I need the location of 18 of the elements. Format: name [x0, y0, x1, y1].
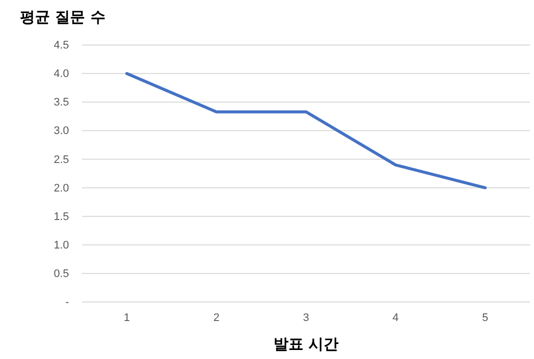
y-axis-title: 평균 질문 수 [20, 8, 106, 26]
y-tick-label: 1.0 [54, 239, 69, 252]
y-tick-label: - [65, 296, 70, 309]
y-tick-label: 3.0 [54, 125, 69, 138]
y-tick-label: 4.0 [54, 68, 69, 80]
y-tick-label: 2.0 [54, 182, 69, 194]
x-tick-label: 1 [124, 312, 130, 324]
x-tick-label: 4 [392, 312, 399, 324]
x-tick-label: 5 [482, 312, 488, 324]
line-series [125, 72, 487, 190]
y-tick-label: 2.5 [54, 154, 69, 166]
x-tick-label: 3 [302, 312, 310, 324]
x-tick-label: 2 [213, 312, 220, 324]
y-tick-label: 0.5 [54, 268, 69, 280]
x-axis-title: 발표 시간 [273, 335, 339, 353]
y-tick-label: 1.5 [54, 210, 69, 223]
y-tick-label: 3.5 [54, 96, 69, 109]
y-tick-label: 4.5 [54, 40, 69, 52]
